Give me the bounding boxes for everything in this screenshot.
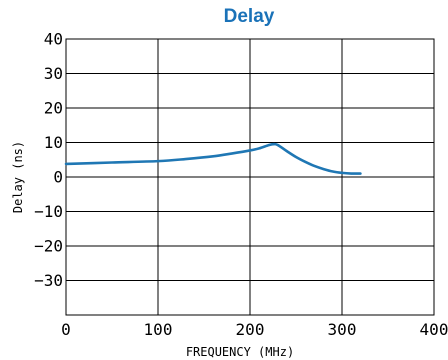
series-layer bbox=[64, 142, 362, 175]
grid-lines bbox=[66, 39, 434, 315]
plot-frame bbox=[65, 38, 435, 316]
y-tick-label: 40 bbox=[44, 30, 63, 49]
y-tick-label: 10 bbox=[44, 133, 63, 152]
y-tick-label: 20 bbox=[44, 99, 63, 118]
x-tick-label: 200 bbox=[236, 320, 265, 339]
x-tick-label: 400 bbox=[420, 320, 448, 339]
y-tick-label: −20 bbox=[34, 237, 63, 256]
x-tick-labels: 0 100 200 300 400 bbox=[61, 320, 448, 339]
y-axis-label: Delay (ns) bbox=[11, 141, 25, 213]
x-tick-label: 300 bbox=[328, 320, 357, 339]
x-tick-label: 100 bbox=[144, 320, 173, 339]
chart-title: Delay bbox=[224, 6, 275, 27]
y-tick-label: −10 bbox=[34, 202, 63, 221]
y-tick-label: 0 bbox=[53, 168, 63, 187]
x-tick-label: 0 bbox=[61, 320, 71, 339]
x-axis-label: FREQUENCY (MHz) bbox=[186, 345, 294, 359]
delay-series-line bbox=[64, 142, 362, 175]
y-tick-labels: 40 30 20 10 0 −10 −20 −30 bbox=[34, 30, 63, 291]
y-tick-label: 30 bbox=[44, 64, 63, 83]
y-tick-label: −30 bbox=[34, 271, 63, 290]
